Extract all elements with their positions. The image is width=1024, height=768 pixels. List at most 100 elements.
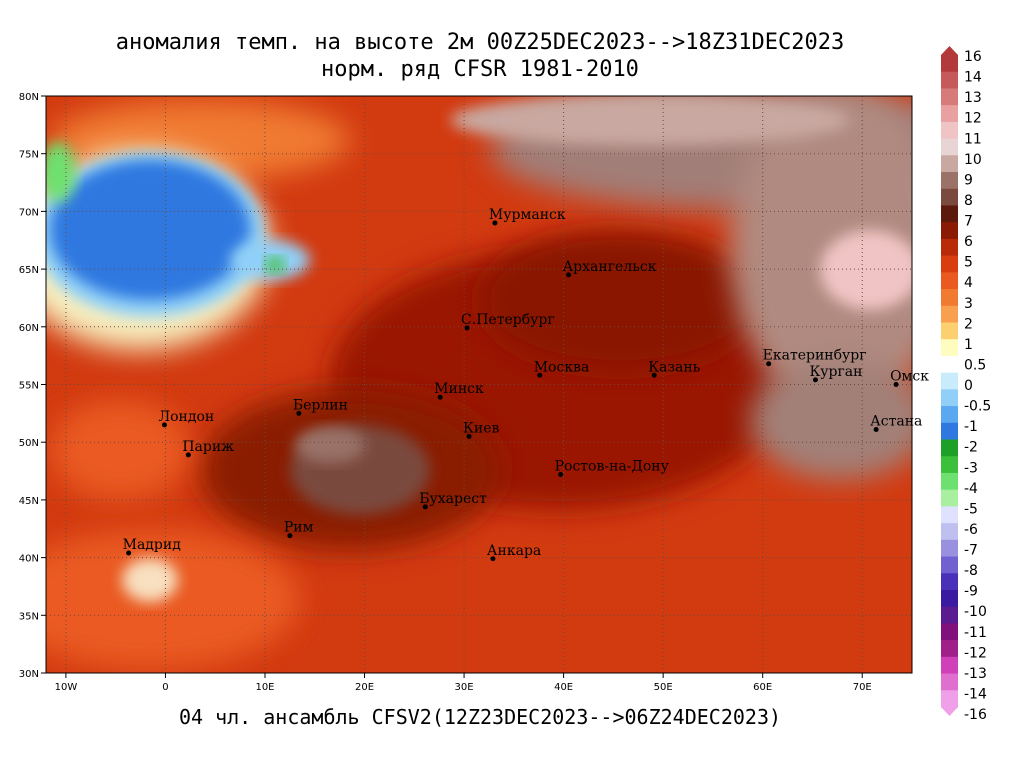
colorbar-swatch — [941, 673, 958, 691]
city-marker — [287, 533, 293, 539]
anomaly-area — [750, 360, 912, 480]
map-field — [46, 96, 912, 673]
city-label: Екатеринбург — [763, 348, 867, 364]
anomaly-area — [50, 160, 250, 300]
y-tick-label: 40N — [19, 554, 39, 565]
colorbar-label: -5 — [964, 501, 978, 517]
colorbar-label: -14 — [964, 686, 987, 702]
chart-title: аномалия темп. на высоте 2м 00Z25DEC2023… — [115, 30, 845, 55]
colorbar-swatch — [941, 289, 958, 307]
colorbar-label: -13 — [964, 666, 987, 682]
anomaly-area — [730, 96, 912, 410]
city-label: Париж — [182, 439, 234, 455]
colorbar-swatch — [941, 489, 958, 507]
city-marker — [437, 394, 443, 400]
colorbar-swatch — [941, 372, 958, 390]
colorbar-swatch — [941, 55, 958, 73]
colorbar-swatch — [941, 439, 958, 457]
colorbar-swatch — [941, 238, 958, 257]
chart-title-line2: норм. ряд CFSR 1981-2010 — [321, 57, 639, 82]
colorbar-swatch — [941, 623, 958, 641]
anomaly-area — [46, 142, 76, 202]
city-marker — [185, 452, 191, 458]
anomaly-area — [46, 530, 300, 670]
map-grid — [46, 96, 912, 673]
city-label: Архангельск — [563, 259, 657, 275]
city-marker — [873, 427, 879, 433]
city-label: С.Петербург — [461, 312, 555, 328]
anomaly-area — [122, 558, 178, 602]
colorbar-label: -2 — [964, 440, 978, 456]
x-tick-label: 10E — [255, 682, 274, 693]
colorbar-label: -1 — [964, 419, 978, 435]
city-marker — [651, 372, 657, 378]
anomaly-area — [50, 400, 190, 500]
city-marker — [893, 382, 899, 387]
colorbar-label: -16 — [964, 707, 987, 723]
colorbar-swatch — [941, 472, 958, 491]
colorbar-swatch — [941, 121, 958, 140]
colorbar-label: 14 — [964, 70, 982, 86]
colorbar-label: 2 — [964, 316, 973, 332]
city-marker — [161, 422, 167, 428]
colorbar-label: -8 — [964, 563, 978, 579]
city-label: Ростов-на-Дону — [555, 459, 670, 475]
y-tick-label: 35N — [19, 611, 39, 622]
city-marker — [558, 472, 564, 478]
colorbar-swatch — [941, 339, 958, 357]
city-marker — [422, 504, 428, 510]
colorbar-swatch — [941, 573, 958, 591]
x-tick-label: 70E — [853, 682, 872, 693]
city-marker — [566, 272, 572, 278]
y-tick-label: 65N — [19, 265, 39, 276]
x-tick-label: 10W — [55, 682, 78, 693]
y-tick-label: 55N — [19, 381, 39, 392]
city-marker — [492, 220, 498, 226]
colorbar-label: -7 — [964, 543, 978, 559]
city-label: Мадрид — [123, 537, 182, 553]
city-label: Астана — [870, 414, 922, 430]
city-labels: Мурманск Архангельск С.Петербург Москва Каза… — [123, 207, 929, 562]
city-marker — [126, 550, 132, 556]
colorbar-swatch — [941, 606, 958, 624]
y-tick-label: 45N — [19, 496, 39, 507]
city-marker — [812, 377, 818, 383]
colorbar-label: -11 — [964, 625, 987, 641]
city-label: Рим — [284, 520, 314, 536]
colorbar-label: 5 — [964, 255, 973, 271]
city-label: Мурманск — [489, 207, 566, 223]
colorbar-label: -0.5 — [964, 399, 991, 415]
colorbar-label: 0.5 — [964, 357, 986, 373]
colorbar-swatch — [941, 456, 958, 474]
city-label: Курган — [809, 364, 862, 380]
colorbar-label: 6 — [964, 234, 973, 250]
x-tick-label: 20E — [355, 682, 374, 693]
x-tick-label: 40E — [554, 682, 573, 693]
colorbar-swatch — [941, 506, 958, 524]
colorbar-arrow-bottom — [941, 707, 958, 716]
anomaly-area — [295, 427, 365, 463]
colorbar-label: 1 — [964, 337, 973, 353]
colorbar-swatch — [941, 255, 958, 273]
x-tick-label: 0 — [162, 682, 168, 693]
city-marker — [766, 361, 772, 367]
city-marker — [490, 556, 496, 562]
colorbar-swatch — [941, 589, 958, 608]
colorbar-swatch — [941, 322, 958, 340]
colorbar-swatch — [941, 272, 958, 290]
x-tick-label: 50E — [654, 682, 673, 693]
colorbar-label: -9 — [964, 584, 978, 600]
city-label: Москва — [534, 359, 590, 375]
colorbar-swatch — [941, 656, 958, 675]
anomaly-area — [480, 230, 760, 370]
colorbar-swatch — [941, 71, 958, 89]
colorbar-label: 11 — [964, 131, 982, 147]
city-marker — [296, 410, 302, 416]
city-marker — [464, 325, 470, 331]
city-label: Берлин — [293, 397, 348, 413]
colorbar-swatch — [941, 389, 958, 407]
anomaly-area — [450, 96, 850, 146]
colorbar-swatch — [941, 422, 958, 441]
y-tick-label: 70N — [19, 207, 39, 218]
